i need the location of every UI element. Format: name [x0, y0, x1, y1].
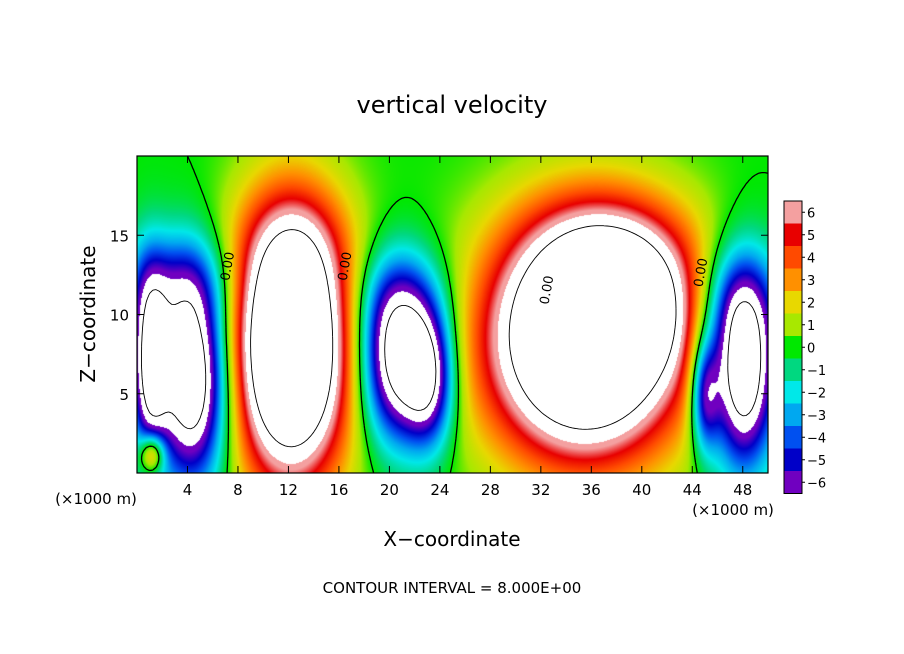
x-tick-label: 4	[183, 481, 193, 499]
x-tick-label: 12	[279, 481, 298, 499]
zero-contour-label: 0.00	[538, 275, 558, 306]
zero-contour-label: 0.00	[218, 251, 238, 282]
y-tick-label: 5	[119, 386, 129, 404]
colorbar-swatch	[784, 313, 802, 336]
x-axis-unit-left: (×1000 m)	[55, 490, 137, 508]
x-tick-label: 28	[481, 481, 500, 499]
zero-contour	[140, 155, 769, 474]
colorbar-label: −1	[807, 364, 826, 379]
y-tick-label: 15	[110, 227, 129, 245]
negative-contour	[141, 289, 762, 430]
colorbar-swatch	[784, 448, 802, 471]
x-tick-label: 44	[683, 481, 702, 499]
x-tick-label: 16	[329, 481, 348, 499]
colorbar-swatch	[784, 246, 802, 269]
colorbar: 6 5 4 3 2 1 0 −1 −2 −3 −4 −5 −6	[783, 200, 826, 494]
y-tick-label: 10	[110, 307, 129, 325]
contour-interval-note: CONTOUR INTERVAL = 8.000E+00	[323, 579, 582, 597]
zero-contour-label: 0.00	[336, 251, 356, 282]
x-tick-label: 48	[733, 481, 752, 499]
colorbar-swatch	[784, 381, 802, 404]
colorbar-label: 4	[807, 251, 815, 266]
colorbar-label: 0	[807, 341, 815, 356]
x-tick-label: 8	[233, 481, 243, 499]
velocity-field	[137, 156, 768, 473]
x-tick-label: 32	[531, 481, 550, 499]
x-axis-label: X−coordinate	[383, 527, 520, 551]
colorbar-label: −3	[807, 409, 826, 424]
x-tick-label: 36	[582, 481, 601, 499]
colorbar-label: −6	[807, 476, 826, 491]
colorbar-swatch	[784, 201, 802, 224]
colorbar-swatch	[784, 336, 802, 359]
colorbar-label: −4	[807, 431, 826, 446]
colorbar-swatch	[784, 291, 802, 314]
colorbar-label: 3	[807, 274, 815, 289]
colorbar-swatch	[784, 268, 802, 291]
colorbar-frame	[783, 200, 803, 494]
contour-lines	[140, 155, 769, 474]
y-axis-ticks: 5 10 15	[110, 227, 768, 404]
positive-contour	[250, 225, 677, 448]
x-axis-ticks: 4 8 12 16 20 24 28 32 36 40 44 48	[183, 156, 752, 499]
colorbar-swatch	[784, 223, 802, 246]
colorbar-swatch	[784, 358, 802, 381]
x-tick-label: 40	[632, 481, 651, 499]
colorbar-swatch	[784, 403, 802, 426]
chart-title: vertical velocity	[357, 91, 548, 119]
x-axis-unit-right: (×1000 m)	[692, 501, 774, 519]
colorbar-swatch	[784, 426, 802, 449]
colorbar-label: −5	[807, 454, 826, 469]
zero-contour-label: 0.00	[692, 257, 712, 288]
colorbar-label: 5	[807, 229, 815, 244]
zero-contour-labels: 0.00 0.00 0.00 0.00	[218, 251, 711, 306]
x-tick-label: 20	[380, 481, 399, 499]
velocity-heatmap-image	[137, 156, 768, 473]
colorbar-swatch	[784, 471, 802, 494]
x-tick-label: 24	[430, 481, 449, 499]
y-axis-label: Z−coordinate	[76, 245, 100, 382]
colorbar-label: 2	[807, 296, 815, 311]
colorbar-label: 6	[807, 206, 815, 221]
colorbar-label: −2	[807, 386, 826, 401]
colorbar-label: 1	[807, 319, 815, 334]
